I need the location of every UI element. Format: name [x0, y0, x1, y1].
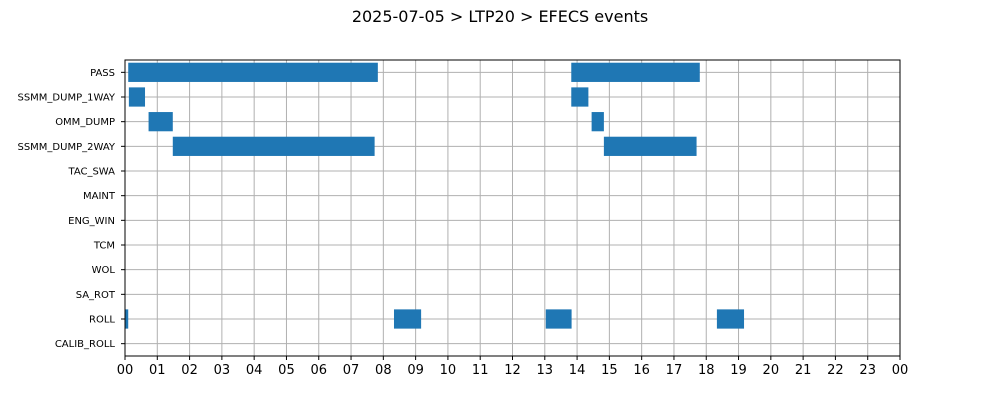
y-tick-label: WOL [92, 265, 116, 276]
x-tick-label: 02 [181, 363, 198, 378]
x-tick-label: 20 [763, 363, 780, 378]
x-tick-label: 13 [537, 363, 554, 378]
y-tick-label: ENG_WIN [68, 216, 115, 227]
x-tick-label: 23 [859, 363, 876, 378]
x-tick-label: 19 [730, 363, 747, 378]
y-tick-label: PASS [90, 68, 115, 79]
y-tick-label: SSMM_DUMP_2WAY [17, 142, 115, 153]
x-tick-label: 06 [310, 363, 327, 378]
x-tick-label: 09 [407, 363, 424, 378]
event-bar-pass [128, 62, 378, 82]
x-tick-label: 15 [601, 363, 618, 378]
event-bar-omm-dump [148, 112, 173, 132]
x-tick-label: 00 [892, 363, 909, 378]
event-bar-omm-dump [591, 112, 604, 132]
event-bar-roll [125, 309, 129, 329]
y-tick-label: OMM_DUMP [55, 117, 115, 128]
y-tick-label: MAINT [83, 191, 116, 202]
x-axis: 00 01 02 03 04 05 06 07 08 09 10 11 12 13 14 15 16 17 18 19… [117, 356, 909, 378]
event-bar-ssmm-dump-2way [603, 136, 697, 156]
event-bar-ssmm-dump-2way [172, 136, 375, 156]
y-tick-label: TCM [93, 241, 115, 252]
event-bar-ssmm-dump-1way [571, 87, 589, 107]
event-bars [125, 62, 745, 329]
x-tick-label: 01 [149, 363, 166, 378]
x-tick-label: 14 [569, 363, 586, 378]
x-tick-label: 11 [472, 363, 489, 378]
x-tick-label: 16 [633, 363, 650, 378]
event-bar-ssmm-dump-1way [128, 87, 146, 107]
x-tick-label: 05 [278, 363, 295, 378]
x-tick-label: 21 [795, 363, 812, 378]
y-tick-label: ROLL [89, 315, 115, 326]
x-tick-label: 17 [666, 363, 683, 378]
chart-title: 2025-07-05 > LTP20 > EFECS events [352, 7, 648, 26]
x-tick-label: 18 [698, 363, 715, 378]
grid-lines [124, 60, 901, 356]
x-tick-label: 08 [375, 363, 392, 378]
x-tick-label: 03 [214, 363, 231, 378]
x-tick-label: 10 [440, 363, 457, 378]
y-tick-label: TAC_SWA [67, 167, 115, 178]
x-tick-label: 12 [504, 363, 521, 378]
y-tick-label: SA_ROT [76, 290, 116, 301]
y-axis: PASS SSMM_DUMP_1WAY OMM_DUMP SSMM_DUMP_2WAY… [17, 68, 125, 350]
event-bar-roll [545, 309, 572, 329]
event-bar-pass [571, 62, 700, 82]
x-tick-label: 22 [827, 363, 844, 378]
x-tick-label: 00 [117, 363, 134, 378]
event-bar-roll [716, 309, 745, 329]
x-tick-label: 07 [343, 363, 360, 378]
event-bar-roll [393, 309, 422, 329]
y-tick-label: CALIB_ROLL [55, 339, 116, 350]
x-tick-label: 04 [246, 363, 263, 378]
y-tick-label: SSMM_DUMP_1WAY [17, 93, 115, 104]
